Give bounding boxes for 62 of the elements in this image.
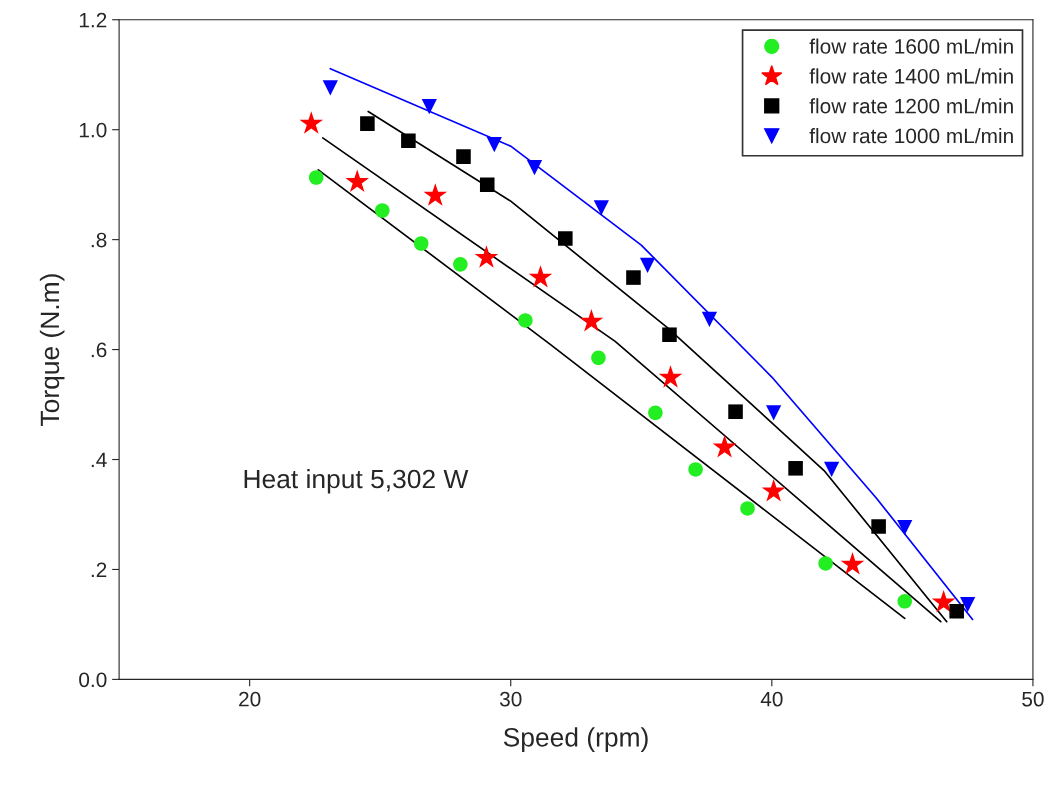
point xyxy=(648,405,663,421)
point xyxy=(960,597,976,613)
point xyxy=(322,80,338,96)
y-tick-label: .4 xyxy=(91,452,107,468)
y-tick-label: .6 xyxy=(91,342,107,358)
legend-label: flow rate 1200 mL/min xyxy=(809,98,1013,114)
y-tick-label: 1.2 xyxy=(79,12,107,28)
point xyxy=(788,461,803,476)
x-axis-title: Speed (rpm) xyxy=(503,727,648,752)
y-tick-label: 1.0 xyxy=(79,122,107,138)
point xyxy=(931,590,956,613)
point xyxy=(453,257,468,272)
point xyxy=(626,270,641,285)
point xyxy=(474,245,499,268)
point xyxy=(897,520,913,536)
y-tick-label: 0.0 xyxy=(79,672,107,688)
x-tick-label: 30 xyxy=(499,691,522,707)
point xyxy=(526,160,543,176)
point xyxy=(766,405,782,421)
point xyxy=(728,404,743,419)
point xyxy=(840,552,865,575)
point xyxy=(740,501,755,516)
x-tick-label: 40 xyxy=(760,691,783,707)
point xyxy=(413,236,429,251)
point xyxy=(423,183,448,206)
point xyxy=(818,556,833,571)
annotation: Heat input 5,302 W xyxy=(244,468,469,494)
point xyxy=(479,177,495,192)
point xyxy=(299,111,324,134)
x-tick-label: 20 xyxy=(239,691,261,707)
point xyxy=(401,133,416,148)
point xyxy=(824,461,840,478)
point xyxy=(593,200,609,216)
point xyxy=(528,265,553,288)
point xyxy=(701,311,718,327)
y-tick-label: .8 xyxy=(91,232,107,248)
point xyxy=(456,149,471,164)
point xyxy=(591,350,606,366)
point xyxy=(486,136,502,153)
point xyxy=(558,231,573,246)
point xyxy=(360,116,375,131)
point xyxy=(308,170,324,185)
point xyxy=(375,203,390,218)
point xyxy=(712,435,737,458)
point xyxy=(421,99,437,115)
point xyxy=(688,462,703,477)
point xyxy=(761,478,786,502)
point xyxy=(949,603,964,619)
y-tick-label: .2 xyxy=(91,562,107,578)
point xyxy=(639,257,656,274)
point xyxy=(897,594,913,609)
point xyxy=(871,519,886,534)
point xyxy=(662,327,677,343)
legend-label: flow rate 1400 mL/min xyxy=(809,68,1013,84)
point xyxy=(579,309,604,332)
x-tick-label: 50 xyxy=(1022,691,1044,707)
legend-label: flow rate 1600 mL/min xyxy=(809,38,1013,54)
y-axis-title: Torque (N.m) xyxy=(39,274,65,426)
legend-label: flow rate 1000 mL/min xyxy=(809,128,1013,144)
point xyxy=(345,169,370,192)
point xyxy=(518,313,533,328)
point xyxy=(658,365,683,388)
